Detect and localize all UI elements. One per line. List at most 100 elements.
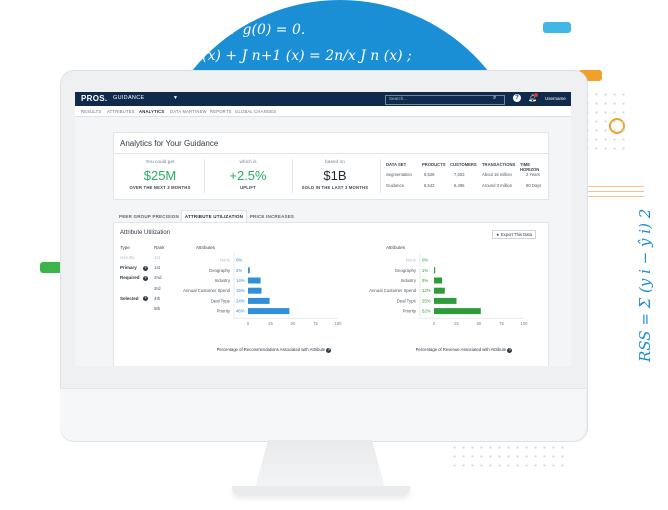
kpi-separator xyxy=(204,159,205,193)
kpi-value: $1B xyxy=(323,168,347,183)
bell-icon[interactable]: 🔔︎ xyxy=(528,95,537,102)
column-rank: Rank xyxy=(154,245,165,250)
card-divider xyxy=(114,153,548,154)
table-cell: Around 3 million xyxy=(482,183,513,188)
sub-navigation: RESULTS ATTRIBUTES ANALYTICS DATA MARTIN… xyxy=(75,106,571,117)
bar xyxy=(434,297,457,304)
revenue-chart: None 0% Geography 1% Industry 9% Annual Custom… xyxy=(369,253,528,326)
kpi-sub: OVER THE NEXT 3 MONTHS xyxy=(129,185,191,190)
search-icon[interactable]: ⌕ xyxy=(493,95,497,101)
nav-data-martinew[interactable]: DATA MARTINEW xyxy=(170,109,207,114)
kpi-sub: UPLIFT xyxy=(240,185,256,190)
table-cell: Segmentation xyxy=(386,172,412,177)
section-selector[interactable]: GUIDANCE xyxy=(113,95,145,101)
tick-label: 0 xyxy=(433,321,436,326)
kpi-value: +2.5% xyxy=(229,168,267,183)
monitor-base xyxy=(232,486,410,496)
category-label: Annual Customer Spend xyxy=(183,288,230,293)
nav-attributes[interactable]: ATTRIBUTES xyxy=(107,109,135,114)
row-rank: 3rd xyxy=(154,285,161,291)
bar xyxy=(248,277,261,284)
kpi-separator xyxy=(292,159,293,193)
search-input[interactable] xyxy=(385,95,505,105)
export-label: Export This Data xyxy=(500,232,533,237)
help-icon[interactable]: ? xyxy=(143,275,148,281)
decor-orange-bar xyxy=(578,70,602,81)
value-label: 1% xyxy=(422,268,428,273)
category-label: None xyxy=(220,258,231,263)
bar xyxy=(248,297,270,304)
help-icon[interactable]: ? xyxy=(143,265,148,271)
nav-reports[interactable]: REPORTS xyxy=(210,109,232,114)
table-cell: 8,528 xyxy=(424,172,435,177)
column-attributes: Attributes xyxy=(196,245,216,250)
attribute-utilization-panel: Attribute Utilization ★ Export This Data… xyxy=(113,222,549,366)
table-header: CUSTOMERS xyxy=(450,162,477,167)
row-rank: 5th xyxy=(154,306,161,311)
value-label: 0% xyxy=(236,258,242,263)
tick-label: 100 xyxy=(335,321,343,326)
row-rank: 1st xyxy=(154,255,161,260)
category-label: Geography xyxy=(395,268,417,273)
category-label: Deal Type xyxy=(397,298,417,303)
tab-peer-group-precision[interactable]: PEER GROUP PRECISION xyxy=(119,214,179,219)
category-label: Industry xyxy=(401,278,417,283)
chevron-down-icon[interactable]: ▼ xyxy=(173,95,178,101)
table-cell: 90 Days xyxy=(526,183,542,188)
nav-analytics[interactable]: ANALYTICS xyxy=(139,109,165,114)
math-formula-2: J n−1 (x) + J n+1 (x) = 2n/x J n (x) ; xyxy=(158,48,412,64)
math-formula-1: y(0) ~ + g(0) = 0. xyxy=(178,22,306,38)
value-label: 15% xyxy=(236,288,245,293)
help-icon[interactable]: ? xyxy=(143,296,148,302)
value-label: 9% xyxy=(422,278,428,283)
decor-cyan-bar xyxy=(543,22,571,33)
bar xyxy=(434,308,481,315)
bar xyxy=(434,277,443,284)
info-icon[interactable]: ? xyxy=(326,348,332,353)
help-icon[interactable]: ? xyxy=(513,94,521,102)
tab-attribute-utilization[interactable]: ATTRIBUTE UTILIZATION xyxy=(181,210,247,223)
tick-label: 25 xyxy=(454,321,459,326)
analytics-summary-card: Analytics for Your Guidance You could ge… xyxy=(113,132,549,200)
search-placeholder: Search... xyxy=(389,96,408,101)
table-header: PRODUCTS xyxy=(422,162,446,167)
category-label: None xyxy=(406,258,417,263)
export-data-button[interactable]: ★ Export This Data xyxy=(492,230,536,239)
table-cell: 8,543 xyxy=(424,183,435,188)
bar xyxy=(248,308,290,315)
pros-logo[interactable]: PROS. xyxy=(81,94,108,103)
info-icon[interactable]: ? xyxy=(507,348,513,353)
value-label: 14% xyxy=(236,278,245,283)
column-type: Type xyxy=(120,245,130,250)
row-type: Required xyxy=(120,275,140,281)
math-formula-side: RSS = Σ (y i − ŷ i) 2 xyxy=(636,208,654,362)
category-label: Deal Type xyxy=(211,298,231,303)
user-menu[interactable]: Username xyxy=(545,96,566,101)
nav-results[interactable]: RESULTS xyxy=(81,109,102,114)
tick-label: 50 xyxy=(477,321,482,326)
value-label: 0% xyxy=(422,258,428,263)
xlabel-text: Percentage of Recommendations Associated… xyxy=(216,347,326,352)
monitor-stand xyxy=(255,440,385,488)
row-rank: 4th xyxy=(154,295,161,301)
xlabel-text: Percentage of Revenue Associated with At… xyxy=(415,347,507,352)
row-rank: 1st xyxy=(154,265,161,271)
tab-price-increases[interactable]: PRICE INCREASES xyxy=(249,214,295,219)
analytics-title: Analytics for Your Guidance xyxy=(120,139,219,148)
table-header: TRANSACTIONS xyxy=(482,162,516,167)
bar xyxy=(434,267,436,274)
row-type: Selected xyxy=(120,295,139,301)
table-cell: 7,653 xyxy=(454,172,465,177)
category-label: Priority xyxy=(403,309,417,314)
chart-right-xlabel: Percentage of Revenue Associated with At… xyxy=(404,347,524,353)
category-label: Priority xyxy=(217,309,231,314)
kpi-label: which is xyxy=(239,160,257,165)
nav-global-changes[interactable]: GLOBAL CHANGES xyxy=(235,109,277,114)
tick-label: 0 xyxy=(247,321,250,326)
category-label: Industry xyxy=(215,278,231,283)
category-label: Annual Customer Spend xyxy=(369,288,416,293)
bar xyxy=(248,267,250,274)
kpi-label: You could get xyxy=(145,160,175,165)
utilization-title: Attribute Utilization xyxy=(120,230,171,236)
value-label: 52% xyxy=(422,309,431,314)
